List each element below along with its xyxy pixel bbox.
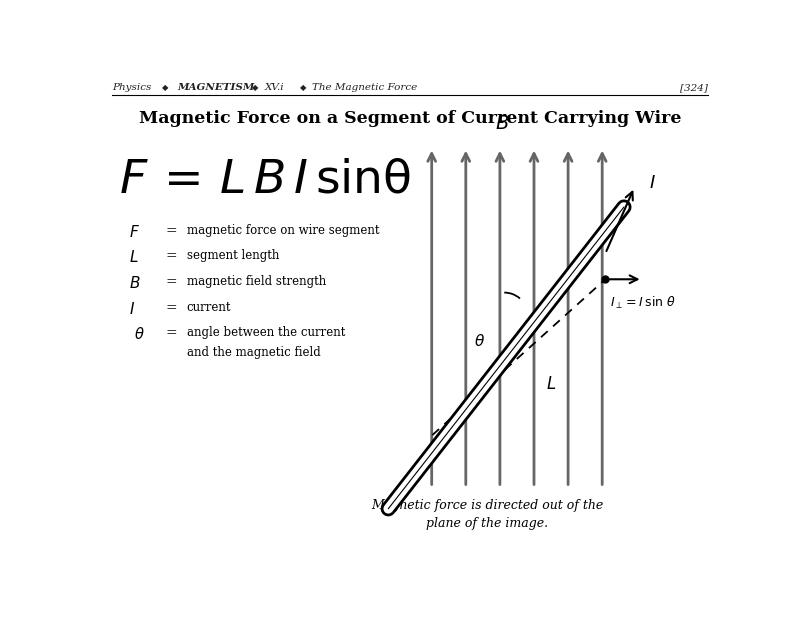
Text: Physics: Physics [112, 83, 152, 92]
Text: $\mathbf{\mathit{F}}$: $\mathbf{\mathit{F}}$ [129, 224, 140, 239]
Text: $\theta$: $\theta$ [134, 326, 145, 342]
Text: [324]: [324] [680, 83, 708, 92]
Text: XV.i: XV.i [264, 83, 284, 92]
Text: $\mathbf{\mathit{I}}$: $\mathbf{\mathit{I}}$ [649, 175, 655, 193]
Text: =: = [165, 224, 177, 238]
Text: $\it{F}$$\,=\,$$\it{L}\,\it{B}\,\it{I}\,$$\rm{sin}\theta$: $\it{F}$$\,=\,$$\it{L}\,\it{B}\,\it{I}\,… [118, 157, 411, 202]
Text: magnetic field strength: magnetic field strength [187, 275, 326, 288]
Text: ◆: ◆ [252, 84, 258, 92]
Text: and the magnetic field: and the magnetic field [187, 346, 321, 359]
Text: =: = [165, 275, 177, 289]
Text: segment length: segment length [187, 249, 279, 262]
Text: MAGNETISM: MAGNETISM [178, 83, 255, 92]
Text: =: = [165, 326, 177, 341]
Text: $I_\perp = I\,\sin\,\theta$: $I_\perp = I\,\sin\,\theta$ [610, 295, 675, 311]
Text: $\theta$: $\theta$ [474, 333, 485, 349]
Text: The Magnetic Force: The Magnetic Force [312, 83, 418, 92]
Text: ◆: ◆ [300, 84, 306, 92]
Text: Magnetic force is directed out of the
plane of the image.: Magnetic force is directed out of the pl… [371, 499, 604, 530]
Text: $\mathbf{\mathit{L}}$: $\mathbf{\mathit{L}}$ [129, 249, 138, 265]
Text: Magnetic Force on a Segment of Current Carrying Wire: Magnetic Force on a Segment of Current C… [138, 110, 682, 126]
Text: current: current [187, 300, 231, 313]
Text: =: = [165, 249, 177, 263]
Text: $\mathbf{\mathit{L}}$: $\mathbf{\mathit{L}}$ [546, 376, 557, 393]
Text: angle between the current: angle between the current [187, 326, 345, 339]
Text: magnetic force on wire segment: magnetic force on wire segment [187, 224, 379, 237]
Text: $\mathbf{\mathit{I}}$: $\mathbf{\mathit{I}}$ [129, 300, 135, 317]
Text: $\mathbf{\mathit{B}}$: $\mathbf{\mathit{B}}$ [129, 275, 141, 291]
Text: =: = [165, 300, 177, 315]
Text: $\mathbf{\mathit{B}}$: $\mathbf{\mathit{B}}$ [494, 115, 509, 133]
Text: ◆: ◆ [162, 84, 169, 92]
